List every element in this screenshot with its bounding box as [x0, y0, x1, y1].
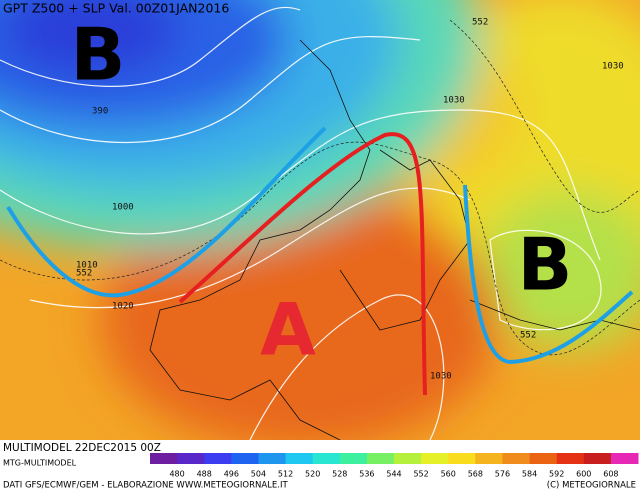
colorbar-swatch — [312, 453, 341, 464]
high-pressure: A — [260, 288, 316, 372]
colorbar-swatch — [285, 453, 314, 464]
colorbar-swatch — [610, 453, 639, 464]
copyright: (C) METEOGIORNALE — [547, 481, 636, 491]
model-name: MTG-MULTIMODEL — [3, 459, 77, 468]
colorbar-label: 480 — [169, 470, 184, 479]
colorbar-label: 504 — [251, 470, 266, 479]
colorbar-label: 488 — [197, 470, 212, 479]
credits: DATI GFS/ECMWF/GEM - ELABORAZIONE WWW.ME… — [3, 481, 288, 491]
contour-label: 552 — [472, 18, 488, 28]
colorbar-swatch — [366, 453, 395, 464]
contour-label: 1010 — [76, 261, 98, 271]
contour-label: 1030 — [430, 372, 452, 382]
colorbar-swatch — [339, 453, 368, 464]
colorbar-swatch — [258, 453, 287, 464]
colorbar-label: 584 — [522, 470, 537, 479]
low-pressure: B — [71, 13, 126, 97]
colorbar-label: 520 — [305, 470, 320, 479]
colorbar-swatch — [502, 453, 531, 464]
colorbar-swatch — [529, 453, 558, 464]
contour-label: 1020 — [112, 302, 134, 312]
colorbar-swatch — [150, 453, 178, 464]
colorbar-swatch — [204, 453, 232, 464]
contour-label: 1030 — [602, 62, 624, 72]
colorbar-swatch — [177, 453, 205, 464]
map: B B A 552 390 1000 1010 552 1020 1030 10… — [0, 0, 640, 440]
colorbar-label: 512 — [278, 470, 293, 479]
trough-line — [6, 126, 327, 298]
ridge-line — [178, 132, 427, 396]
colorbar-label: 592 — [549, 470, 564, 479]
colorbar-label: 496 — [224, 470, 239, 479]
contour-label: 1030 — [443, 96, 465, 106]
colorbar-label: 600 — [576, 470, 591, 479]
footer-panel — [0, 440, 640, 493]
colorbar-label: 568 — [468, 470, 483, 479]
colorbar-swatch — [394, 453, 422, 464]
contour-label: 1000 — [112, 203, 134, 213]
contour-label: 552 — [76, 269, 92, 279]
model-run: MULTIMODEL 22DEC2015 00Z — [3, 442, 161, 454]
colorbar-label: 608 — [603, 470, 618, 479]
contour-label: 390 — [92, 107, 108, 117]
map-title: GPT Z500 + SLP Val. 00Z01JAN2016 — [3, 1, 229, 16]
colorbar-label: 536 — [359, 470, 374, 479]
colorbar-label: 544 — [386, 470, 401, 479]
colorbar-label: 560 — [441, 470, 456, 479]
colorbar-label: 528 — [332, 470, 347, 479]
colorbar: 480 488 496 504 512 520 528 536 544 552 560 568 576 5… — [150, 453, 639, 479]
colorbar-label: 552 — [413, 470, 428, 479]
low-pressure: B — [518, 223, 573, 307]
colorbar-swatch — [421, 453, 449, 464]
colorbar-swatch — [556, 453, 585, 464]
colorbar-swatch — [583, 453, 612, 464]
trough-line — [463, 184, 634, 365]
colorbar-swatch — [448, 453, 476, 464]
contour-label: 552 — [520, 331, 536, 341]
colorbar-swatch — [231, 453, 259, 464]
colorbar-swatch — [475, 453, 503, 464]
colorbar-label: 576 — [495, 470, 510, 479]
